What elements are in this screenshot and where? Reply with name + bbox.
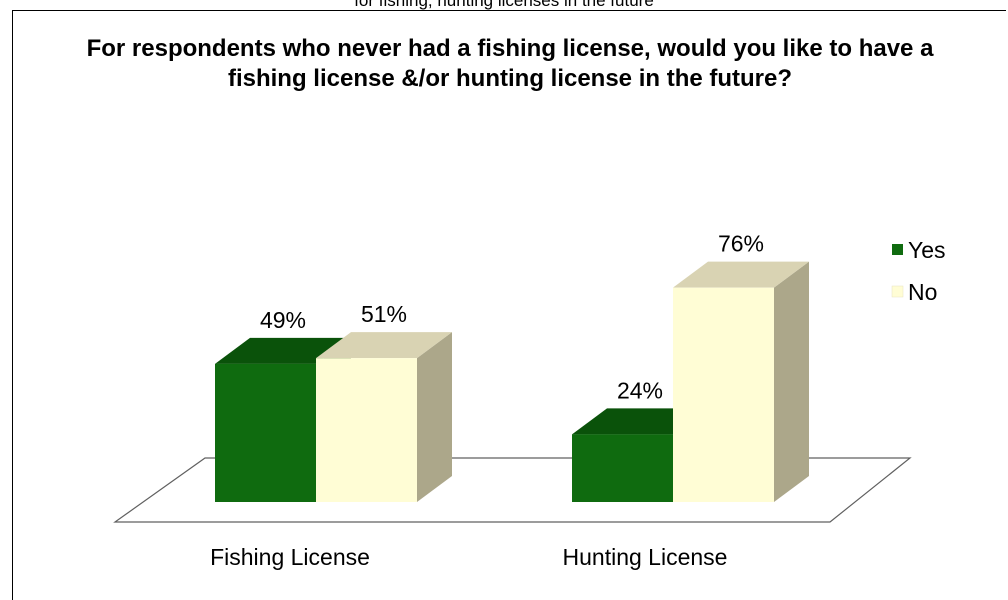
- legend-label-no: No: [908, 279, 937, 305]
- bars-group: [215, 261, 809, 502]
- bar-front-face: [673, 287, 774, 502]
- chart-frame: [12, 10, 1006, 600]
- bar-top-face: [316, 332, 452, 359]
- data-label-yes-hunting: 24%: [617, 377, 663, 403]
- bar-front-face: [572, 434, 673, 502]
- bar-side-face: [417, 332, 452, 502]
- x-tick-label-fishing: Fishing License: [210, 544, 370, 570]
- data-labels-group: 49% 24% 51% 76%: [260, 231, 764, 404]
- bar-top-face: [673, 261, 809, 288]
- bar-front-face: [316, 358, 417, 502]
- bar-no-hunting: [673, 261, 809, 502]
- bar-side-face: [774, 261, 809, 502]
- cut-off-caption: for fishing, hunting licenses in the fut…: [354, 0, 654, 10]
- data-label-no-hunting: 76%: [718, 231, 764, 257]
- legend-label-yes: Yes: [908, 237, 946, 263]
- legend-swatch-no: [891, 285, 904, 298]
- legend-swatch-yes: [892, 244, 903, 255]
- chart-title: For respondents who never had a fishing …: [86, 35, 934, 92]
- bar-no-fishing: [316, 332, 452, 502]
- bar-front-face: [215, 363, 316, 502]
- data-label-yes-fishing: 49%: [260, 307, 306, 333]
- legend: Yes No: [891, 237, 946, 305]
- bar-top-face: [215, 337, 351, 364]
- x-tick-label-hunting: Hunting License: [563, 544, 728, 570]
- data-label-no-fishing: 51%: [361, 301, 407, 327]
